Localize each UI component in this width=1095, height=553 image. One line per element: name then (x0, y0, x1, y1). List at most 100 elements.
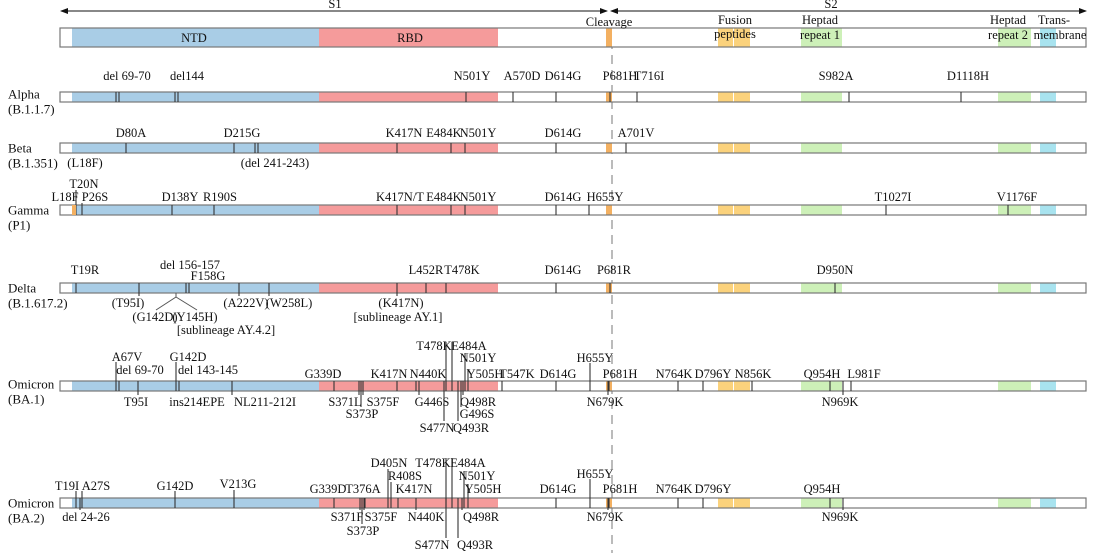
heptad-repeat-1 (801, 143, 842, 153)
mutation-label: P681H (603, 367, 638, 381)
variant-lineage: (BA.2) (8, 511, 44, 526)
mutation-label: K417N/T (376, 190, 424, 204)
heptad-repeat-1-label-line2: repeat 1 (800, 28, 840, 42)
mutation-label: N440K (408, 510, 445, 524)
s2-label: S2 (824, 0, 837, 11)
bar-background (60, 143, 1086, 153)
rbd-region (319, 92, 498, 102)
mutation-label: D614G (545, 263, 582, 277)
mutation-label: K417N (396, 482, 433, 496)
transmembrane-label-line2: membrane (1034, 28, 1087, 42)
mutation-label: (W258L) (266, 296, 313, 310)
mutation-label: del 156-157 (160, 258, 220, 272)
variant-row-omicron-ba-2-bar (59, 497, 1087, 509)
mutation-label: D1118H (947, 69, 989, 83)
variant-name: Omicron (8, 377, 55, 392)
mutation-label: N501Y (460, 190, 497, 204)
heptad-repeat-2-label-line2: repeat 2 (988, 28, 1028, 42)
cleavage-site (606, 205, 612, 215)
mutation-label: del144 (170, 69, 205, 83)
mutation-label: L18F (51, 190, 78, 204)
fusion-peptide-1 (718, 205, 733, 215)
mutation-label: (G142D) (132, 310, 177, 324)
bar-outline (59, 27, 1087, 48)
mutation-label: K417N (386, 126, 423, 140)
transmembrane-region (1040, 205, 1056, 215)
mutation-label: A701V (618, 126, 655, 140)
variant-lineage: (BA.1) (8, 392, 44, 407)
ntd-region (72, 28, 319, 47)
mutation-label: N501Y (460, 351, 497, 365)
transmembrane-label-line1: Trans- (1038, 13, 1070, 27)
mutation-label: S477N (420, 421, 455, 435)
fusion-peptide-1 (718, 381, 733, 391)
mutation-label: T19R (71, 263, 100, 277)
heptad-repeat-1 (801, 28, 842, 47)
mutation-label: N764K (656, 367, 693, 381)
mutation-label: S375F (367, 395, 400, 409)
rbd-label: RBD (397, 31, 423, 45)
bar-outline (59, 142, 1087, 154)
transmembrane-region (1040, 283, 1056, 293)
mutation-label: Q498R (460, 395, 497, 409)
mutation-label: (K417N) (378, 296, 423, 310)
mutation-label: H655Y (577, 467, 614, 481)
mutation-label: Y505H (467, 367, 504, 381)
g142d-connector (155, 293, 177, 311)
mutation-label: D614G (540, 482, 577, 496)
mutation-label: L452R (409, 263, 444, 277)
mutation-label: V1176F (997, 190, 1038, 204)
mutation-label: N501Y (454, 69, 491, 83)
bar-outline (59, 380, 1087, 392)
fusion-peptide-1 (718, 283, 733, 293)
mutation-label: G496S (460, 407, 495, 421)
mutation-label: T478K (416, 339, 451, 353)
mutation-label: S371F (331, 510, 364, 524)
heptad-repeat-1 (801, 92, 842, 102)
fusion-peptide-2 (734, 92, 750, 102)
mutation-label: G339D (310, 482, 347, 496)
mutation-label: D614G (545, 126, 582, 140)
mutation-label: del 24-26 (62, 510, 110, 524)
fusion-peptide-1 (718, 92, 733, 102)
fusion-peptide-2 (734, 28, 750, 47)
fusion-peptide-2 (734, 498, 750, 508)
heptad-repeat-2 (998, 28, 1031, 47)
variant-lineage: (P1) (8, 218, 30, 233)
s1-label: S1 (328, 0, 341, 11)
mutation-label: A27S (82, 479, 111, 493)
heptad-repeat-2 (998, 498, 1031, 508)
mutation-label: D614G (540, 367, 577, 381)
domain-map-bar (59, 27, 1087, 48)
rbd-region (319, 283, 498, 293)
heptad-repeat-2 (998, 283, 1031, 293)
mutation-label: D796Y (695, 367, 732, 381)
mutation-label: del 69-70 (103, 69, 151, 83)
variant-lineage: (B.1.617.2) (8, 296, 68, 311)
mutation-label: H655Y (587, 190, 624, 204)
mutation-label: N679K (587, 395, 624, 409)
fusion-peptide-2 (734, 143, 750, 153)
heptad-repeat-2-label-line1: Heptad (990, 13, 1027, 27)
mutation-label: T478K (415, 456, 450, 470)
fusion-peptide-2 (734, 381, 750, 391)
mutation-label: N440K (410, 367, 447, 381)
bar-background (60, 205, 1086, 215)
bar-background (60, 92, 1086, 102)
variant-name: Delta (8, 281, 36, 296)
mutation-label: E484K (426, 126, 461, 140)
heptad-repeat-1-label-line1: Heptad (802, 13, 839, 27)
heptad-repeat-1 (801, 381, 842, 391)
ntd-region (72, 205, 319, 215)
mutation-label: N856K (735, 367, 772, 381)
mutation-label: S982A (819, 69, 854, 83)
mutation-label: D614G (545, 69, 582, 83)
rbd-region (319, 498, 498, 508)
rbd-region (319, 143, 498, 153)
mutation-label: P26S (82, 190, 108, 204)
